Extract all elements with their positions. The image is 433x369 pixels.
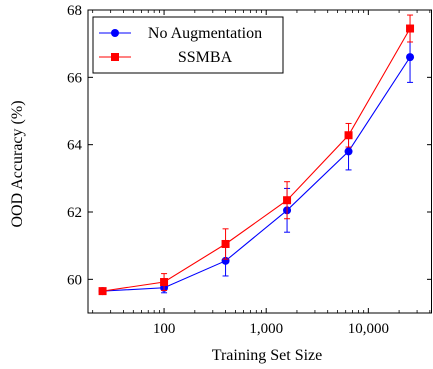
series-line [102,28,411,292]
y-tick-label: 62 [67,205,82,221]
legend-marker [111,53,119,61]
axes: 60 62 64 66 68 100 1,000 10,000 [67,3,432,337]
x-tick-label: 1,000 [249,321,283,337]
y-tick-label: 66 [67,70,83,86]
legend-label: No Augmentation [148,25,262,42]
data-point [221,239,230,248]
data-point [344,131,353,140]
y-tick-label: 60 [67,272,82,288]
x-axis-title: Training Set Size [212,347,323,364]
y-tick-label: 68 [67,3,82,19]
legend-label: SSMBA [178,49,233,66]
series-1 [98,14,415,296]
legend-marker [111,29,119,37]
series-line [102,56,411,292]
plot-frame [87,9,432,314]
data-point [344,147,353,156]
data-point [160,278,169,287]
data-point [406,53,415,62]
data-point [283,196,292,205]
data-point [406,24,415,33]
x-tick-label: 100 [153,321,176,337]
y-axis-title: OOD Accuracy (%) [9,100,26,227]
plot-series [98,14,415,296]
data-point [98,287,107,296]
legend: No Augmentation SSMBA [92,16,284,74]
x-tick-label: 10,000 [348,321,389,337]
y-tick-label: 64 [67,138,83,154]
legend-box [92,16,284,74]
